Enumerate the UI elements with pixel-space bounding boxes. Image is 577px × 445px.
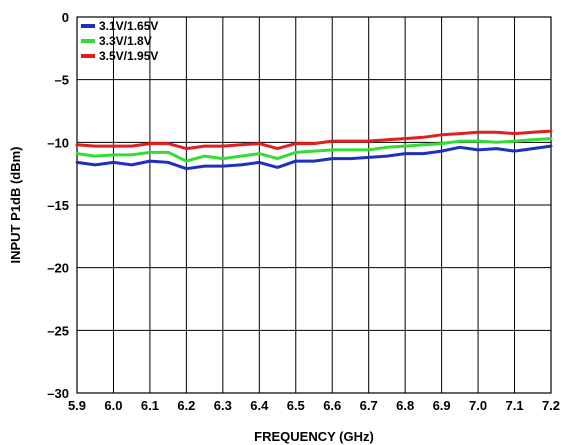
x-tick-label: 6.7 xyxy=(360,398,378,413)
legend-label: 3.5V/1.95V xyxy=(99,49,158,63)
y-tick-label: –15 xyxy=(47,198,69,213)
y-tick-label: 0 xyxy=(62,10,69,25)
y-tick-label: –25 xyxy=(47,323,69,338)
x-tick-label: 7.2 xyxy=(542,398,560,413)
legend-label: 3.1V/1.65V xyxy=(99,19,158,33)
x-tick-label: 6.5 xyxy=(287,398,305,413)
x-tick-label: 6.8 xyxy=(396,398,414,413)
x-tick-label: 7.1 xyxy=(505,398,523,413)
y-axis-title: INPUT P1dB (dBm) xyxy=(8,147,23,264)
x-tick-label: 6.6 xyxy=(323,398,341,413)
x-tick-label: 6.9 xyxy=(433,398,451,413)
series-lines xyxy=(77,131,551,169)
y-tick-label: –5 xyxy=(55,73,69,88)
x-tick-label: 6.0 xyxy=(104,398,122,413)
x-tick-label: 7.0 xyxy=(469,398,487,413)
y-axis-ticks: 0 –5 –10 –15 –20 –25 –30 xyxy=(47,10,69,401)
y-tick-label: –10 xyxy=(47,135,69,150)
x-axis-title: FREQUENCY (GHz) xyxy=(254,429,374,444)
x-tick-label: 6.2 xyxy=(177,398,195,413)
x-tick-label: 6.1 xyxy=(141,398,159,413)
x-tick-label: 6.3 xyxy=(214,398,232,413)
x-axis-ticks: 5.9 6.0 6.1 6.2 6.3 6.4 6.5 6.6 6.7 6.8 6.9 7.0 7.1 7… xyxy=(68,398,560,413)
legend-label: 3.3V/1.8V xyxy=(99,34,152,48)
x-tick-label: 6.4 xyxy=(250,398,269,413)
y-tick-label: –20 xyxy=(47,261,69,276)
y-tick-label: –30 xyxy=(47,386,69,401)
series-line-1 xyxy=(77,146,551,169)
x-tick-label: 5.9 xyxy=(68,398,86,413)
grid xyxy=(77,17,551,393)
